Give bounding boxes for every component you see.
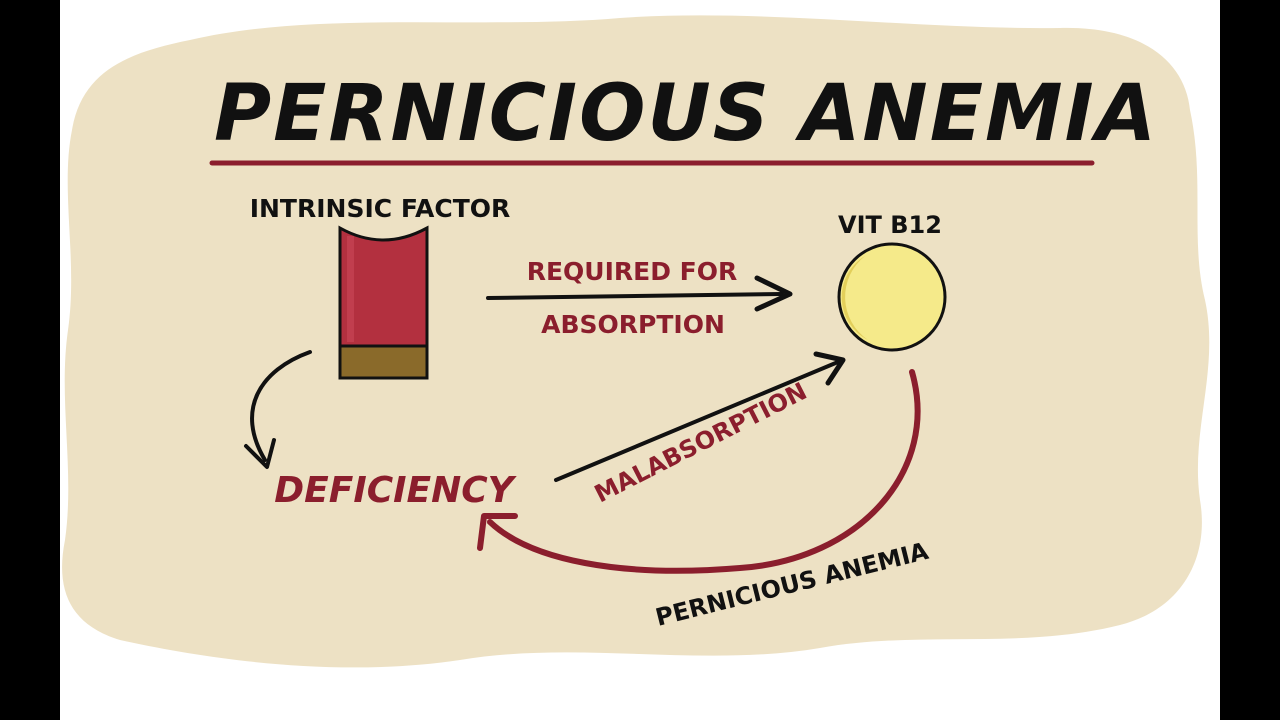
vit-b12-label: VIT B12 <box>838 211 942 239</box>
vit-b12-icon <box>837 242 947 352</box>
pernicious-anemia-arrow <box>477 369 921 574</box>
required-for-label: REQUIRED FOR <box>527 257 738 286</box>
deficiency-arrow <box>244 350 312 469</box>
malabsorption-arrow <box>554 351 846 482</box>
deficiency-label: DEFICIENCY <box>274 470 517 511</box>
diagram: PERNICIOUS ANEMIA INTRINSIC FACTOR VIT B… <box>62 15 1210 668</box>
paper-background <box>62 15 1210 668</box>
absorption-label: ABSORPTION <box>541 310 725 339</box>
intrinsic-factor-icon <box>338 225 429 380</box>
page-title: PERNICIOUS ANEMIA <box>214 69 1158 159</box>
whiteboard-canvas: PERNICIOUS ANEMIA INTRINSIC FACTOR VIT B… <box>60 0 1220 720</box>
absorption-arrow <box>486 275 793 312</box>
intrinsic-factor-label: INTRINSIC FACTOR <box>250 194 511 223</box>
